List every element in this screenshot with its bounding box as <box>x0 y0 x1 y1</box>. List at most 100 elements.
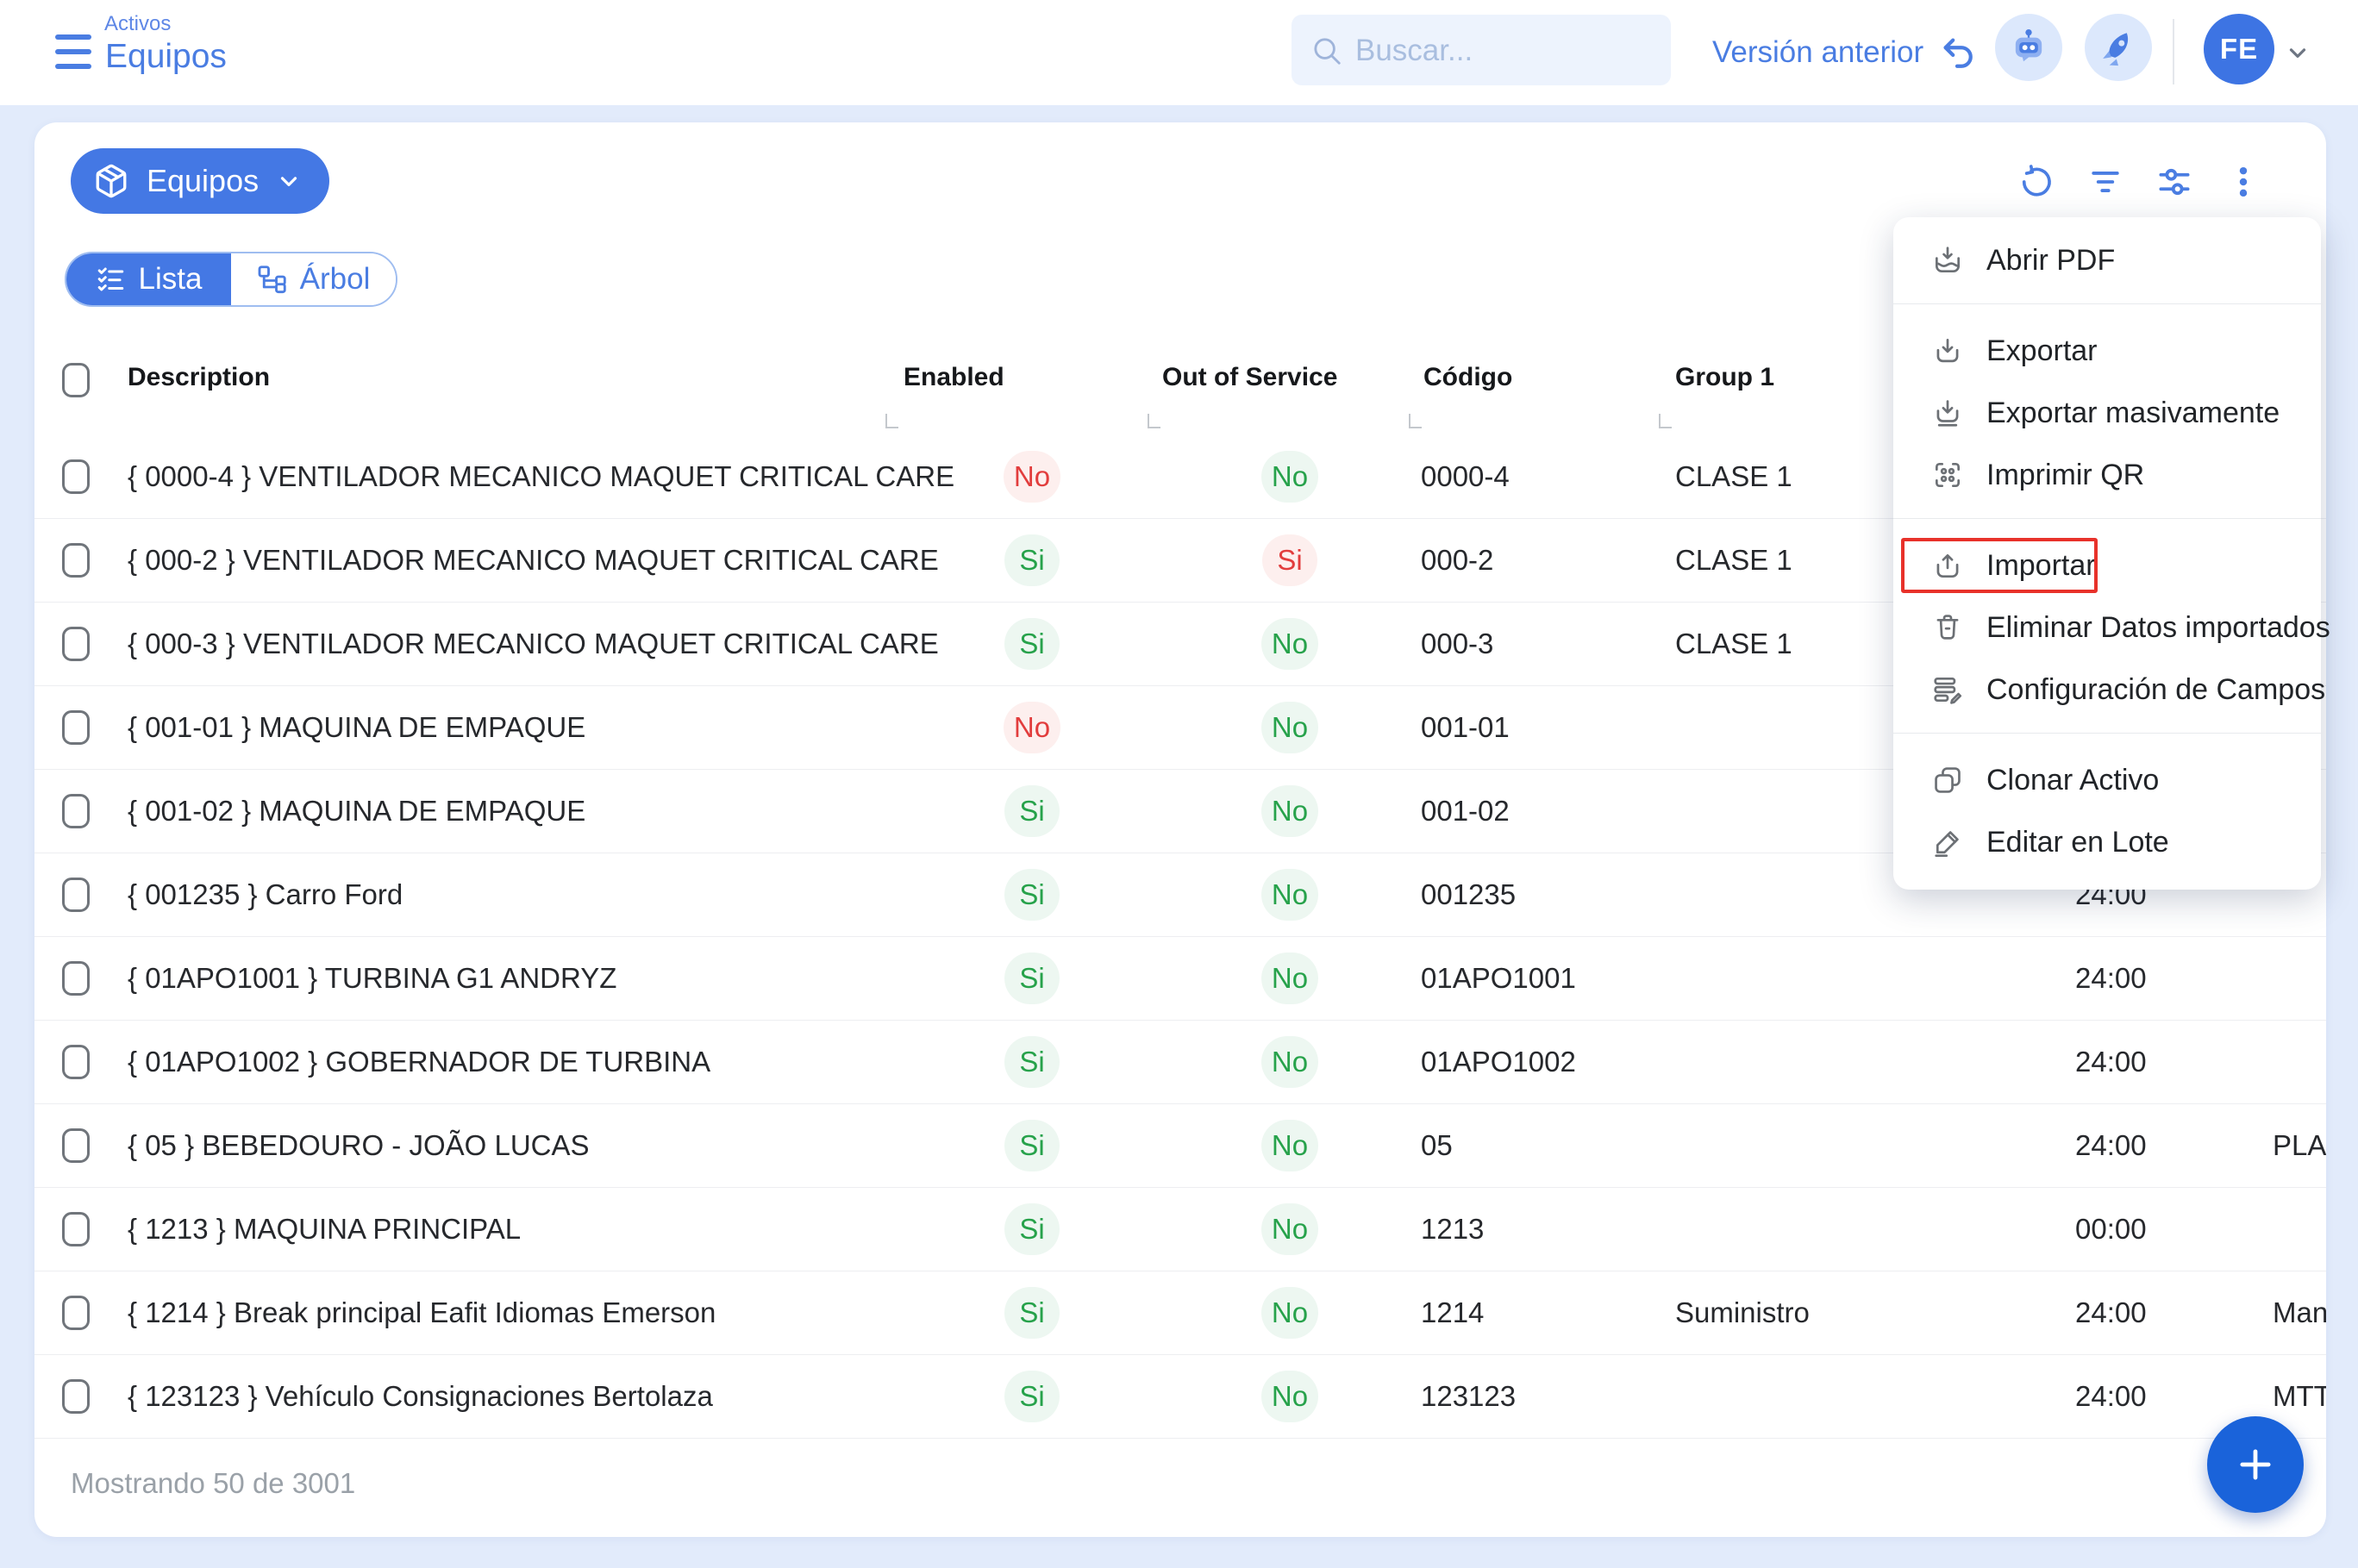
menu-item-label: Configuración de Campos <box>1986 673 2325 707</box>
export-icon <box>1931 334 1964 367</box>
enabled-badge: Si <box>1004 785 1060 837</box>
description-cell: { 01APO1001 } TURBINA G1 ANDRYZ <box>128 962 616 995</box>
codigo-cell: 0000-4 <box>1421 460 1510 493</box>
row-checkbox[interactable] <box>62 543 90 578</box>
menu-group: Importar Eliminar Datos importadosConfigu… <box>1893 534 2321 721</box>
whats-new-button[interactable] <box>2085 14 2152 81</box>
row-checkbox[interactable] <box>62 1045 90 1079</box>
refresh-icon[interactable] <box>2017 163 2055 201</box>
trash-icon <box>1931 611 1964 644</box>
enabled-badge: Si <box>1004 1287 1060 1339</box>
undo-arrow-icon <box>1937 33 1977 72</box>
row-checkbox[interactable] <box>62 794 90 828</box>
menu-item-configuracion-de-campos[interactable]: Configuración de Campos <box>1893 659 2321 721</box>
menu-item-label: Exportar <box>1986 334 2098 368</box>
enabled-badge: Si <box>1004 618 1060 670</box>
description-cell: { 000-3 } VENTILADOR MECANICO MAQUET CRI… <box>128 628 939 660</box>
row-checkbox[interactable] <box>62 878 90 912</box>
row-checkbox[interactable] <box>62 961 90 996</box>
tab-lista[interactable]: Lista <box>66 253 231 305</box>
menu-item-importar[interactable]: Importar <box>1893 534 2321 597</box>
row-checkbox[interactable] <box>62 1128 90 1163</box>
global-search[interactable] <box>1292 15 1671 85</box>
row-checkbox[interactable] <box>62 710 90 745</box>
ai-assistant-button[interactable] <box>1995 14 2062 81</box>
extra-cell: MTT <box>2273 1380 2326 1413</box>
column-header-enabled[interactable]: Enabled <box>904 363 1004 392</box>
row-checkbox[interactable] <box>62 1212 90 1246</box>
enabled-badge: Si <box>1004 1036 1060 1088</box>
search-input[interactable] <box>1354 15 1659 87</box>
menu-item-label: Clonar Activo <box>1986 764 2159 797</box>
filter-icon[interactable] <box>2086 163 2124 201</box>
time-cell: 24:00 <box>2075 962 2147 995</box>
out-of-service-badge: No <box>1261 1120 1318 1171</box>
menu-item-eliminar-datos-importados[interactable]: Eliminar Datos importados <box>1893 597 2321 659</box>
enabled-badge: No <box>1004 451 1060 503</box>
codigo-cell: 01APO1001 <box>1421 962 1576 995</box>
out-of-service-badge: No <box>1261 618 1318 670</box>
column-resize-grip[interactable] <box>1659 414 1672 428</box>
row-checkbox[interactable] <box>62 627 90 661</box>
group1-cell: CLASE 1 <box>1675 628 1792 660</box>
table-row[interactable]: { 1213 } MAQUINA PRINCIPAL Si No 1213 00… <box>34 1188 2326 1271</box>
codigo-cell: 000-2 <box>1421 544 1493 577</box>
column-resize-grip[interactable] <box>885 414 898 428</box>
more-options-icon[interactable] <box>2224 163 2262 201</box>
row-checkbox[interactable] <box>62 459 90 494</box>
edit-icon <box>1931 826 1964 859</box>
description-cell: { 001235 } Carro Ford <box>128 878 403 911</box>
menu-item-exportar[interactable]: Exportar <box>1893 320 2321 382</box>
column-header-group1[interactable]: Group 1 <box>1675 363 1774 392</box>
column-header-out-of-service[interactable]: Out of Service <box>1162 363 1337 392</box>
column-header-codigo[interactable]: Código <box>1423 363 1512 392</box>
tree-icon <box>257 264 288 295</box>
out-of-service-badge: No <box>1261 1203 1318 1255</box>
column-header-description[interactable]: Description <box>128 363 270 392</box>
menu-item-editar-en-lote[interactable]: Editar en Lote <box>1893 811 2321 873</box>
description-cell: { 001-02 } MAQUINA DE EMPAQUE <box>128 795 585 828</box>
entity-selector-button[interactable]: Equipos <box>71 148 329 214</box>
display-settings-icon[interactable] <box>2155 163 2193 201</box>
description-cell: { 123123 } Vehículo Consignaciones Berto… <box>128 1380 713 1413</box>
menu-item-clonar-activo[interactable]: Clonar Activo <box>1893 749 2321 811</box>
select-all-checkbox[interactable] <box>62 363 90 397</box>
menu-item-exportar-masivamente[interactable]: Exportar masivamente <box>1893 382 2321 444</box>
table-row[interactable]: { 05 } BEBEDOURO - JOÃO LUCAS Si No 05 2… <box>34 1104 2326 1188</box>
row-checkbox[interactable] <box>62 1296 90 1330</box>
menu-item-label: Importar <box>1986 549 2096 583</box>
import-icon <box>1931 549 1964 582</box>
time-cell: 24:00 <box>2075 1380 2147 1413</box>
time-cell: 24:00 <box>2075 1296 2147 1329</box>
column-resize-grip[interactable] <box>1148 414 1160 428</box>
add-asset-fab[interactable] <box>2207 1416 2304 1513</box>
menu-item-label: Eliminar Datos importados <box>1986 611 2330 645</box>
menu-item-imprimir-qr[interactable]: Imprimir QR <box>1893 444 2321 506</box>
previous-version-link[interactable]: Versión anterior <box>1712 0 1977 105</box>
description-cell: { 000-2 } VENTILADOR MECANICO MAQUET CRI… <box>128 544 939 577</box>
table-row[interactable]: { 01APO1001 } TURBINA G1 ANDRYZ Si No 01… <box>34 937 2326 1021</box>
table-row[interactable]: { 123123 } Vehículo Consignaciones Berto… <box>34 1355 2326 1439</box>
tab-arbol[interactable]: Árbol <box>231 253 396 305</box>
codigo-cell: 1213 <box>1421 1213 1484 1246</box>
table-row[interactable]: { 1214 } Break principal Eafit Idiomas E… <box>34 1271 2326 1355</box>
codigo-cell: 05 <box>1421 1129 1453 1162</box>
codigo-cell: 001-01 <box>1421 711 1510 744</box>
menu-item-abrir-pdf[interactable]: Abrir PDF <box>1893 229 2321 291</box>
hamburger-menu-icon[interactable] <box>55 33 93 71</box>
enabled-badge: Si <box>1004 1120 1060 1171</box>
menu-item-label: Abrir PDF <box>1986 244 2115 278</box>
search-icon <box>1310 34 1343 67</box>
menu-divider <box>1893 518 2321 519</box>
avatar-chevron-down-icon[interactable] <box>2285 40 2311 66</box>
codigo-cell: 123123 <box>1421 1380 1516 1413</box>
codigo-cell: 01APO1002 <box>1421 1046 1576 1078</box>
user-avatar[interactable]: FE <box>2204 14 2274 84</box>
column-resize-grip[interactable] <box>1409 414 1422 428</box>
menu-group: Abrir PDF <box>1893 229 2321 291</box>
time-cell: 24:00 <box>2075 1046 2147 1078</box>
row-checkbox[interactable] <box>62 1379 90 1414</box>
codigo-cell: 001235 <box>1421 878 1516 911</box>
codigo-cell: 1214 <box>1421 1296 1484 1329</box>
table-row[interactable]: { 01APO1002 } GOBERNADOR DE TURBINA Si N… <box>34 1021 2326 1104</box>
